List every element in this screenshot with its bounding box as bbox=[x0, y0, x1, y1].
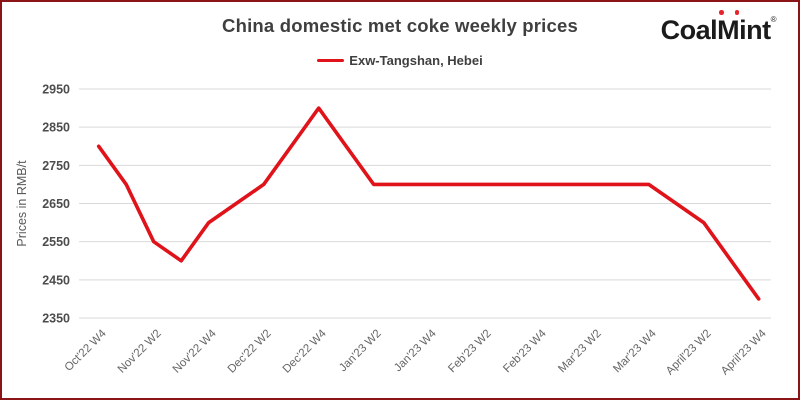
x-tick-label: Dec'22 W2 bbox=[226, 328, 274, 376]
x-tick-label: Feb'23 W2 bbox=[446, 328, 494, 376]
legend-series-label: Exw-Tangshan, Hebei bbox=[349, 53, 483, 68]
logo-red-dots-icon bbox=[719, 10, 740, 15]
x-tick-label: Nov'22 W4 bbox=[171, 327, 219, 375]
y-tick-label: 2350 bbox=[42, 312, 70, 326]
coalmint-logo: Coal Mint® bbox=[660, 10, 777, 46]
y-tick-label: 2950 bbox=[42, 83, 70, 97]
y-axis-title: Prices in RMB/t bbox=[15, 160, 29, 247]
registered-trademark-icon: ® bbox=[770, 15, 777, 24]
logo-letter-m: M bbox=[717, 10, 740, 46]
y-tick-label: 2450 bbox=[42, 273, 70, 287]
x-tick-label: Nov'22 W2 bbox=[116, 328, 164, 376]
x-tick-label: April'23 W2 bbox=[664, 328, 714, 378]
x-tick-label: Jan'23 W2 bbox=[337, 328, 384, 375]
price-line-series bbox=[96, 106, 761, 301]
chart-title: China domestic met coke weekly prices bbox=[222, 15, 578, 36]
x-tick-label: Dec'22 W4 bbox=[281, 327, 329, 375]
x-tick-label: Mar'23 W4 bbox=[611, 327, 659, 375]
legend-line-swatch-icon bbox=[317, 58, 345, 63]
x-tick-label: Jan'23 W4 bbox=[392, 327, 439, 374]
y-tick-label: 2650 bbox=[42, 197, 70, 211]
logo-text-coal: Coal bbox=[660, 15, 718, 45]
x-tick-label: Oct'22 W4 bbox=[63, 327, 110, 374]
y-tick-label: 2750 bbox=[42, 159, 70, 173]
legend: Exw-Tangshan, Hebei bbox=[2, 53, 798, 68]
x-tick-label: April'23 W4 bbox=[719, 327, 769, 377]
x-tick-label: Feb'23 W4 bbox=[501, 327, 549, 375]
y-tick-label: 2550 bbox=[42, 235, 70, 249]
logo-text-int: int bbox=[739, 15, 771, 45]
x-tick-label: Mar'23 W2 bbox=[556, 328, 604, 376]
y-tick-label: 2850 bbox=[42, 121, 70, 135]
